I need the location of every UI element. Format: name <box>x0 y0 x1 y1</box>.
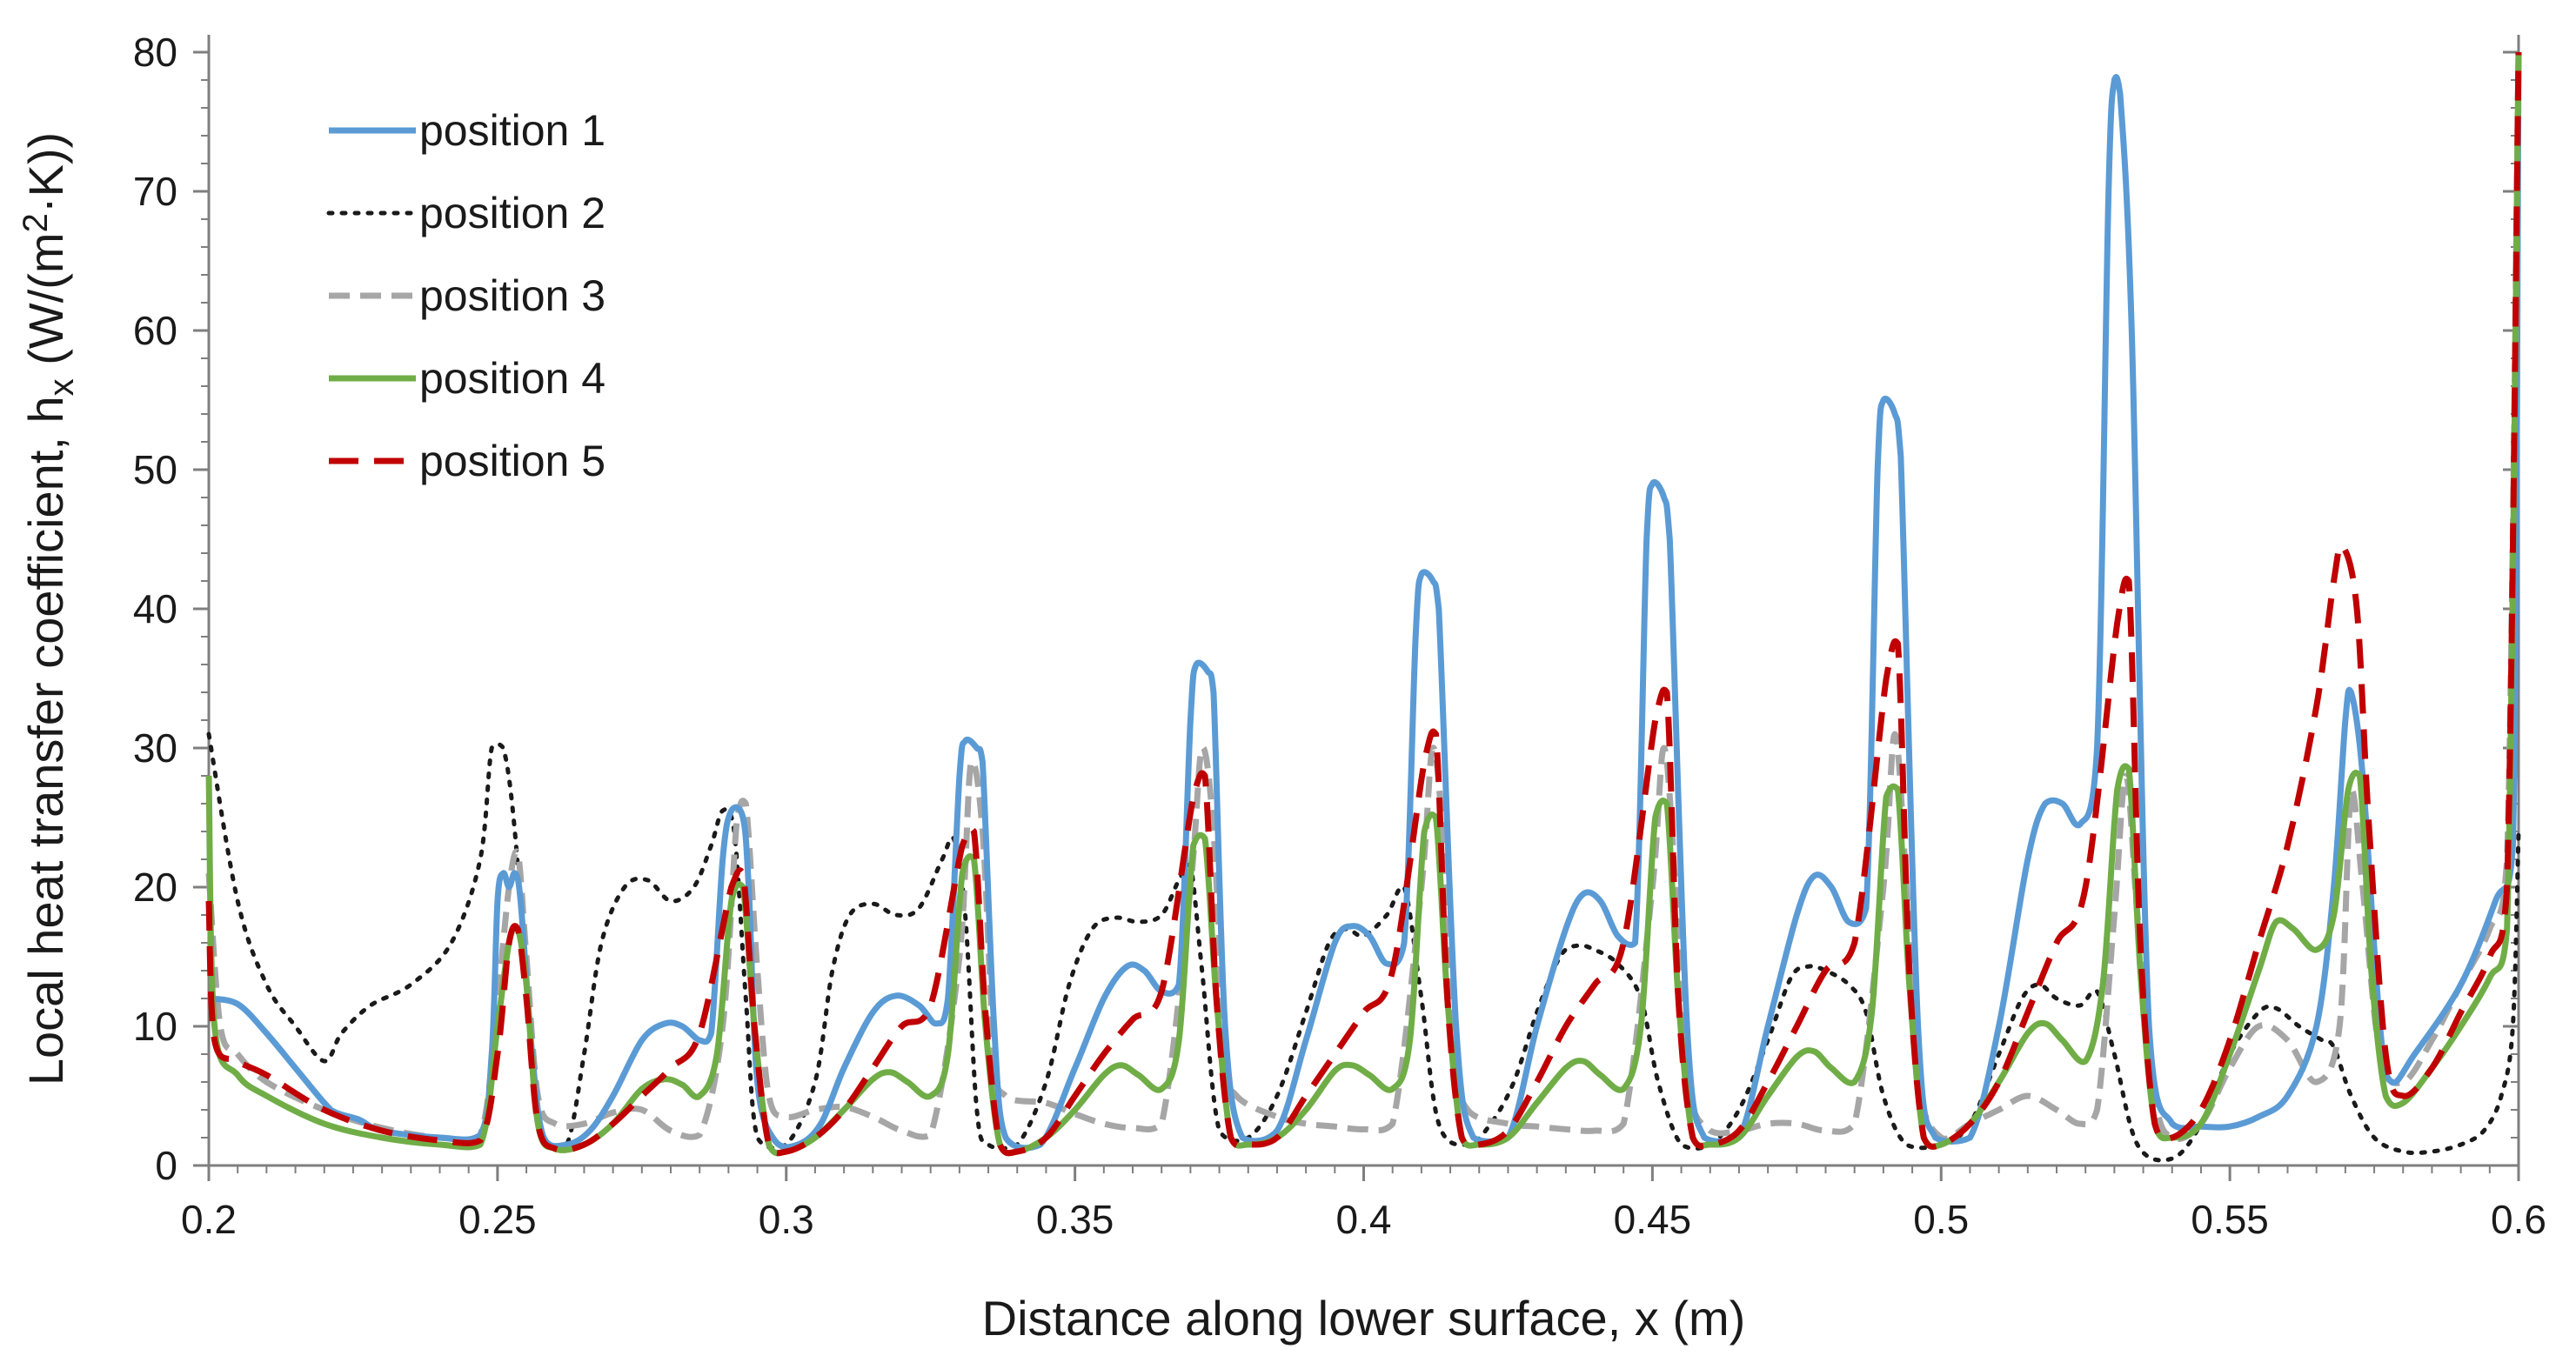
y-tick-label: 20 <box>133 865 177 910</box>
y-tick-label: 30 <box>133 725 177 771</box>
y-axis-title-superscript: 2 <box>17 213 55 232</box>
y-tick-label: 70 <box>133 169 177 214</box>
y-tick-label: 80 <box>133 30 177 75</box>
series-layer <box>205 51 2522 1163</box>
x-tick-label: 0.25 <box>458 1197 537 1242</box>
series-line-2 <box>206 731 2521 1163</box>
y-axis-title-main: Local heat transfer coefficient, h <box>18 396 73 1085</box>
y-tick-label: 10 <box>133 1004 177 1049</box>
series-line-5 <box>205 51 2522 1157</box>
legend-label-1: position 1 <box>419 106 606 155</box>
y-axis-title-unit: (W/(m <box>18 232 73 378</box>
y-tick-label: 40 <box>133 586 177 631</box>
x-tick-label: 0.45 <box>1614 1197 1692 1242</box>
x-tick-label: 0.55 <box>2191 1197 2269 1242</box>
x-tick-label: 0.3 <box>759 1197 814 1242</box>
x-tick-label: 0.6 <box>2491 1197 2546 1242</box>
y-axis-title: Local heat transfer coefficient, hx (W/(… <box>17 132 81 1085</box>
x-tick-label: 0.5 <box>1913 1197 1969 1242</box>
x-tick-label: 0.35 <box>1036 1197 1114 1242</box>
x-tick-label: 0.4 <box>1336 1197 1392 1242</box>
x-tick-label: 0.2 <box>181 1197 237 1242</box>
tick-label-layer: 0.2 0.25 0.3 0.35 0.4 0.45 0.5 0.55 0.6 0 10 20 30 40… <box>133 30 2546 1242</box>
y-tick-label: 50 <box>133 447 177 492</box>
legend-label-5: position 5 <box>419 437 606 485</box>
series-line-1 <box>208 51 2522 1152</box>
x-axis-title: Distance along lower surface, x (m) <box>982 1291 1746 1346</box>
legend: position 1 position 2 position 3 position 4… <box>326 106 606 485</box>
legend-label-2: position 2 <box>419 189 606 237</box>
y-tick-label: 60 <box>133 308 177 353</box>
legend-label-4: position 4 <box>419 354 606 403</box>
y-axis-title-subscript: x <box>43 378 81 396</box>
y-axis-title-unit-end: ·K)) <box>18 132 73 213</box>
legend-label-3: position 3 <box>419 271 606 320</box>
y-tick-label: 0 <box>155 1143 177 1188</box>
